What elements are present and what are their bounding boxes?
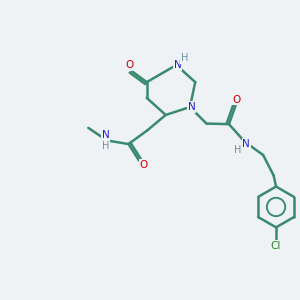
Text: O: O [140,160,148,170]
Text: N: N [188,102,195,112]
Text: O: O [232,94,241,105]
Text: H: H [234,145,242,155]
Text: N: N [174,60,182,70]
Text: H: H [181,53,188,64]
Text: O: O [125,60,134,70]
Text: Cl: Cl [271,241,281,251]
Text: N: N [101,130,109,140]
Text: N: N [242,139,250,149]
Text: H: H [102,140,109,151]
